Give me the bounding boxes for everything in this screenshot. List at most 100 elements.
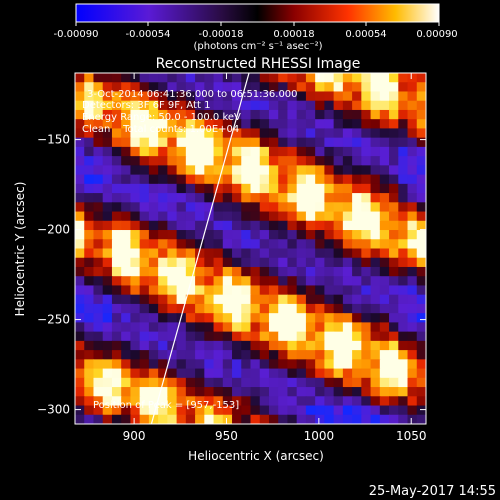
heatmap-cell	[315, 239, 325, 250]
heatmap-cell	[111, 322, 122, 333]
heatmap-cell	[148, 396, 159, 407]
heatmap-cell	[232, 322, 242, 333]
heatmap-cell	[296, 137, 307, 148]
heatmap-cell	[352, 146, 362, 157]
heatmap-cell	[370, 211, 381, 222]
heatmap-cell	[333, 174, 344, 185]
heatmap-cell	[398, 73, 409, 83]
heatmap-cell	[352, 220, 362, 231]
heatmap-cell	[93, 109, 104, 120]
heatmap-cell	[102, 414, 113, 424]
heatmap-cell	[75, 183, 85, 194]
heatmap-cell	[287, 230, 298, 240]
heatmap-cell	[389, 73, 399, 83]
heatmap-cell	[93, 294, 104, 305]
heatmap-cell	[84, 387, 95, 397]
heatmap-cell	[93, 220, 104, 231]
heatmap-cell	[324, 285, 335, 296]
heatmap-cell	[167, 211, 178, 222]
heatmap-cell	[278, 183, 289, 194]
heatmap-cell	[158, 193, 168, 203]
heatmap-cell	[278, 396, 289, 407]
heatmap-cell	[379, 119, 390, 130]
heatmap-cell	[158, 387, 168, 397]
heatmap-cell	[75, 202, 85, 213]
heatmap-cell	[278, 414, 289, 424]
heatmap-cell	[333, 239, 344, 250]
heatmap-cell	[352, 414, 362, 424]
heatmap-cell	[315, 82, 325, 93]
heatmap-cell	[102, 276, 113, 287]
heatmap-cell	[195, 109, 205, 120]
colorbar-tick-label: 0.00018	[273, 29, 314, 40]
heatmap-cell	[268, 220, 279, 231]
heatmap-cell	[84, 368, 95, 379]
heatmap-cell	[296, 146, 307, 157]
heatmap-cell	[361, 220, 372, 231]
heatmap-cell	[398, 100, 409, 111]
heatmap-cell	[407, 239, 418, 250]
x-tick-label: 1000	[304, 429, 335, 443]
heatmap-cell	[111, 414, 122, 424]
heatmap-cell	[204, 137, 215, 148]
heatmap-cell	[407, 377, 418, 388]
heatmap-cell	[268, 193, 279, 203]
heatmap-cell	[185, 211, 196, 222]
y-tick-label: −300	[37, 403, 70, 417]
heatmap-cell	[121, 137, 132, 148]
heatmap-cell	[342, 414, 353, 424]
heatmap-cell	[398, 368, 409, 379]
heatmap-cell	[232, 276, 242, 287]
heatmap-cell	[278, 387, 289, 397]
heatmap-cell	[232, 396, 242, 407]
heatmap-cell	[176, 248, 187, 259]
heatmap-cell	[352, 340, 362, 351]
plot-frame	[74, 72, 427, 425]
heatmap-cell	[268, 285, 279, 296]
heatmap-cell	[398, 414, 409, 424]
heatmap-cell	[379, 350, 390, 360]
heatmap-cell	[232, 91, 242, 102]
heatmap-cell	[324, 276, 335, 287]
heatmap-cell	[352, 165, 362, 176]
heatmap-cell	[342, 405, 353, 416]
heatmap-cell	[75, 396, 85, 407]
heatmap-cell	[370, 183, 381, 194]
heatmap-cell	[148, 137, 159, 148]
heatmap-cell	[130, 193, 141, 203]
heatmap-cell	[204, 82, 215, 93]
heatmap-cell	[148, 350, 159, 360]
heatmap-cell	[102, 146, 113, 157]
heatmap-cell	[398, 331, 409, 342]
heatmap-cell	[75, 303, 85, 314]
heatmap-cell	[379, 368, 390, 379]
heatmap-cell	[296, 156, 307, 166]
heatmap-cell	[416, 414, 426, 424]
heatmap-cell	[315, 368, 325, 379]
heatmap-cell	[416, 165, 426, 176]
heatmap-cell	[305, 109, 316, 120]
heatmap-cell	[287, 285, 298, 296]
heatmap-cell	[389, 322, 399, 333]
heatmap-cell	[167, 128, 178, 139]
heatmap-cell	[342, 202, 353, 213]
heatmap-cell	[389, 313, 399, 323]
heatmap-cell	[222, 137, 233, 148]
heatmap-cell	[84, 396, 95, 407]
heatmap-cell	[250, 100, 261, 111]
heatmap-cell	[398, 174, 409, 185]
heatmap-cell	[195, 313, 205, 323]
heatmap-cell	[222, 156, 233, 166]
heatmap-cell	[204, 239, 215, 250]
heatmap-cell	[416, 91, 426, 102]
heatmap-cell	[305, 230, 316, 240]
heatmap-cell	[416, 276, 426, 287]
heatmap-cell	[333, 294, 344, 305]
heatmap-cell	[315, 220, 325, 231]
heatmap-cell	[158, 156, 168, 166]
heatmap-cell	[158, 91, 168, 102]
heatmap-cell	[167, 387, 178, 397]
heatmap-cell	[139, 193, 150, 203]
heatmap-cell	[296, 303, 307, 314]
heatmap-cell	[259, 183, 270, 194]
